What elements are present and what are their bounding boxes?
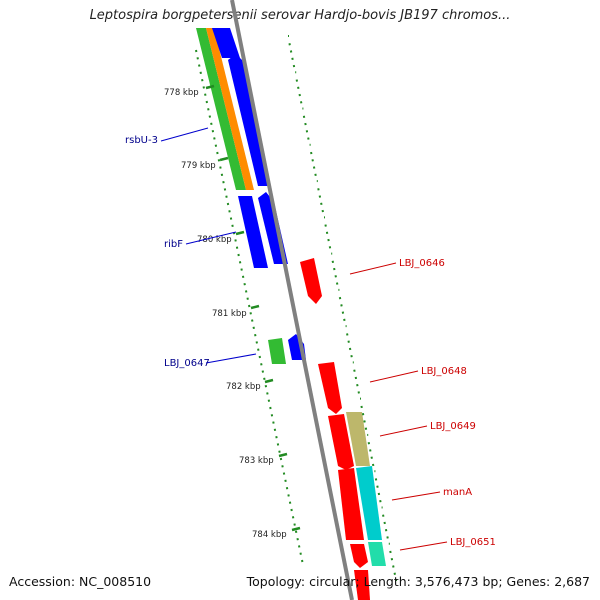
major-tick <box>278 452 288 458</box>
LBJ_0651-cds[interactable] <box>350 544 368 568</box>
reverse-gene-label[interactable]: manA <box>443 487 472 498</box>
major-tick <box>235 230 245 236</box>
major-tick <box>264 378 274 384</box>
forward-cds-top[interactable] <box>212 28 240 58</box>
reverse-gene-label[interactable]: LBJ_0649 <box>430 421 476 432</box>
cyan-feature[interactable] <box>356 466 382 540</box>
green-feature-strip[interactable] <box>196 28 246 190</box>
outer-tick-track <box>288 35 397 581</box>
kbp-tick-label: 779 kbp <box>181 161 216 171</box>
reverse-gene-label[interactable]: LBJ_0651 <box>450 537 496 548</box>
orange-feature-strip[interactable] <box>206 28 254 190</box>
kbp-tick-label: 778 kbp <box>164 88 199 98</box>
LBJ_0647-green[interactable] <box>268 338 286 364</box>
manA-cds[interactable] <box>338 468 364 540</box>
inner-tick-track <box>195 49 304 563</box>
LBJ_0648-cds[interactable] <box>318 362 342 414</box>
major-tick <box>250 304 260 310</box>
label-leader <box>349 262 397 275</box>
forward-gene-label[interactable]: rsbU-3 <box>125 135 158 146</box>
kbp-tick-label: 784 kbp <box>252 530 287 540</box>
forward-gene-label[interactable]: ribF <box>164 239 183 250</box>
major-tick <box>205 84 215 90</box>
ribF-cds[interactable] <box>238 196 268 268</box>
feature-labels: 778 kbp 779 kbp 780 kbp 781 kbp 782 kbp 783 k… <box>125 84 496 551</box>
label-leader <box>185 231 237 245</box>
teal-feature[interactable] <box>368 542 386 566</box>
forward-gene-label[interactable]: LBJ_0647 <box>164 358 210 369</box>
genome-summary-text: Topology: circular; Length: 3,576,473 bp… <box>246 574 590 589</box>
kbp-tick-label: 781 kbp <box>212 309 247 319</box>
reverse-gene-label[interactable]: LBJ_0648 <box>421 366 467 377</box>
kbp-tick-label: 780 kbp <box>197 235 232 245</box>
khaki-feature[interactable] <box>346 412 370 466</box>
label-leader <box>369 370 419 383</box>
label-leader <box>391 491 441 501</box>
LBJ_0646-cds[interactable] <box>300 258 322 304</box>
genome-backbone <box>230 0 354 600</box>
kbp-tick-label: 783 kbp <box>239 456 274 466</box>
accession-text: Accession: NC_008510 <box>9 574 152 589</box>
map-title: Leptospira borgpetersenii serovar Hardjo… <box>89 8 511 23</box>
label-leader <box>160 127 209 142</box>
rsbU-3-cds[interactable] <box>228 54 270 186</box>
reverse-gene-label[interactable]: LBJ_0646 <box>399 258 445 269</box>
red-cds-bottom[interactable] <box>354 570 370 600</box>
major-tick <box>291 526 301 532</box>
label-leader <box>379 425 428 437</box>
kbp-tick-label: 782 kbp <box>226 382 261 392</box>
label-leader <box>205 353 257 364</box>
LBJ_0649-cds[interactable] <box>328 414 354 470</box>
label-leader <box>399 541 448 551</box>
major-tick <box>219 156 229 162</box>
